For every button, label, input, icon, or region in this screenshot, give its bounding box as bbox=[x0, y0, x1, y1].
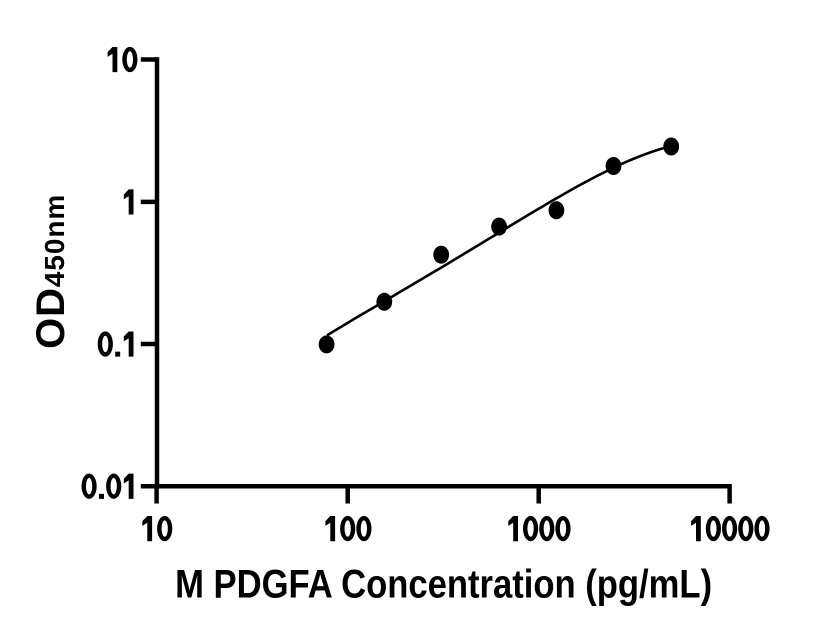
svg-text:M PDGFA Concentration (pg/mL): M PDGFA Concentration (pg/mL) bbox=[175, 563, 712, 607]
